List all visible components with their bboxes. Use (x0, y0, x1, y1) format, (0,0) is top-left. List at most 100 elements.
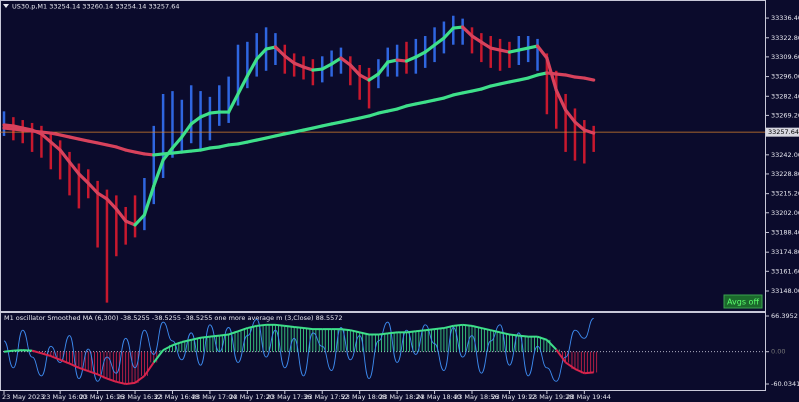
histogram-outline (69, 362, 80, 369)
moving-average (442, 26, 455, 40)
histogram-outline (13, 349, 23, 352)
moving-average (133, 213, 146, 227)
histogram-outline (237, 327, 248, 333)
histogram-outline (284, 324, 295, 328)
moving-average (227, 92, 240, 114)
histogram-outline (537, 335, 548, 341)
moving-average (142, 184, 156, 217)
histogram-outline (219, 333, 229, 337)
histogram-outline (172, 341, 183, 347)
histogram-outline (546, 339, 557, 351)
x-tick-label: 23 May 17:20 (229, 393, 274, 401)
moving-average (86, 181, 100, 195)
histogram-outline (481, 327, 491, 332)
oscillator-title: M1 oscillator Smoothed MA (6,300) -38.52… (4, 314, 343, 322)
moving-average (470, 34, 483, 44)
avgs-button-label[interactable]: Avgs off (727, 298, 759, 307)
histogram-outline (41, 352, 52, 357)
histogram-outline (97, 373, 108, 380)
histogram-outline (509, 333, 519, 337)
moving-average (376, 60, 390, 76)
histogram-outline (59, 358, 70, 365)
histogram-outline (565, 361, 576, 370)
histogram-outline (200, 335, 211, 339)
moving-average (124, 219, 137, 227)
histogram-outline (106, 377, 117, 383)
x-tick-label: 23 May 18:24 (379, 393, 424, 401)
moving-average (245, 57, 259, 78)
avgs-button-bg[interactable] (723, 294, 763, 309)
x-tick-label: 23 May 18:56 (454, 393, 499, 401)
histogram-outline (247, 324, 257, 330)
histogram-outline (518, 334, 529, 338)
moving-average (170, 135, 184, 150)
x-tick-label: 23 May 19:44 (566, 393, 611, 401)
moving-average (479, 84, 493, 91)
moving-average (283, 54, 296, 65)
histogram-outline (406, 330, 416, 334)
x-tick-label: 23 May 2023 (2, 393, 44, 401)
y-tick-label: 33228.80 (771, 170, 799, 178)
moving-average (461, 25, 474, 38)
histogram-outline (555, 348, 567, 364)
moving-average (573, 120, 586, 132)
menu-arrow[interactable] (3, 4, 9, 8)
moving-average (414, 50, 427, 59)
histogram-outline (294, 325, 304, 330)
histogram-outline (434, 327, 445, 331)
histogram-outline (3, 349, 14, 353)
moving-average (582, 128, 596, 135)
moving-average (114, 145, 128, 152)
histogram-outline (471, 324, 482, 330)
histogram-outline (125, 381, 136, 385)
y-tick-label: 33148.00 (771, 287, 799, 295)
price-label-text: 33257.64 (768, 128, 799, 136)
y-tick-label: 33322.80 (771, 34, 799, 42)
moving-average (554, 88, 568, 112)
moving-average (358, 73, 371, 82)
x-tick-label: 23 May 18:40 (417, 393, 462, 401)
moving-average (442, 93, 455, 100)
moving-average (105, 197, 118, 211)
histogram-outline (443, 324, 454, 330)
histogram-outline (31, 349, 42, 355)
avgs-button[interactable]: Avgs off (723, 294, 763, 309)
histogram-outline (78, 366, 89, 373)
moving-average (96, 191, 109, 201)
x-tick-label: 23 May 16:00 (42, 393, 87, 401)
x-tick-label: 23 May 19:12 (491, 393, 536, 401)
x-tick-label: 23 May 18:08 (342, 393, 387, 401)
histogram-outline (116, 380, 126, 385)
histogram-outline (228, 330, 239, 336)
histogram-outline (499, 331, 510, 336)
histogram-outline (143, 361, 155, 377)
chart-title: US30.p,M1 33254.14 33260.14 33254.14 332… (12, 3, 179, 11)
y-tick-label: 33242.00 (771, 151, 799, 159)
moving-average (432, 36, 446, 47)
moving-average (58, 148, 72, 164)
x-tick-label: 23 May 17:04 (192, 393, 237, 401)
moving-average (564, 108, 577, 124)
y-tick-label: 33202.00 (771, 209, 799, 217)
moving-average (292, 61, 306, 69)
histogram-outline (209, 334, 220, 338)
histogram-outline (350, 329, 360, 334)
moving-average (423, 43, 437, 54)
x-tick-label: 23 May 16:48 (154, 393, 199, 401)
moving-average (404, 55, 418, 63)
histogram-outline (584, 371, 594, 375)
moving-average (152, 158, 165, 188)
moving-average (67, 160, 81, 176)
y-tick-label: 33269.20 (771, 111, 799, 119)
moving-average (395, 104, 409, 111)
moving-average (255, 47, 268, 61)
histogram-outline (22, 349, 33, 352)
x-tick-label: 23 May 16:32 (117, 393, 162, 401)
moving-average (198, 111, 212, 119)
moving-average (339, 56, 352, 67)
histogram-outline (181, 338, 192, 344)
y-tick-label: 33215.20 (771, 190, 799, 198)
